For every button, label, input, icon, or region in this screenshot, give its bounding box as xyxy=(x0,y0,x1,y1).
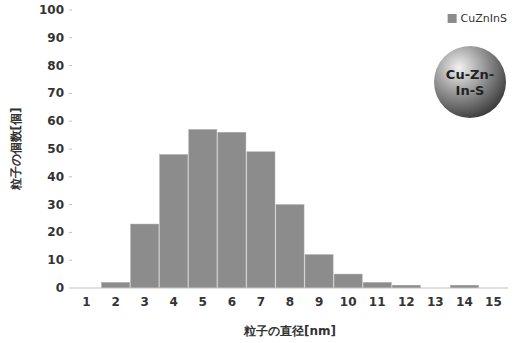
y-tick xyxy=(69,121,72,122)
bar xyxy=(160,155,188,288)
y-tick-label: 30 xyxy=(47,198,64,212)
x-tick-label: 8 xyxy=(286,295,294,309)
y-axis-title: 粒子の個数[個] xyxy=(9,108,23,192)
x-tick-label: 12 xyxy=(398,295,415,309)
x-tick-label: 11 xyxy=(369,295,386,309)
annotation-line: Cu-Zn- xyxy=(446,67,494,82)
y-tick-label: 60 xyxy=(47,114,64,128)
y-tick-label: 80 xyxy=(47,59,64,73)
x-tick-label: 1 xyxy=(82,295,90,309)
y-tick xyxy=(69,65,72,66)
annotation: Cu-Zn-In-S xyxy=(446,67,494,98)
x-tick-label: 3 xyxy=(140,295,148,309)
legend-swatch xyxy=(448,14,457,23)
y-tick xyxy=(69,204,72,205)
y-tick-label: 20 xyxy=(47,225,64,239)
x-tick-label: 6 xyxy=(228,295,236,309)
bar xyxy=(218,132,246,288)
bar xyxy=(102,282,130,288)
bar xyxy=(189,130,217,288)
bar xyxy=(131,224,159,288)
x-tick-label: 7 xyxy=(257,295,265,309)
x-tick-label: 5 xyxy=(199,295,207,309)
x-tick-label: 9 xyxy=(315,295,323,309)
bar xyxy=(305,255,333,288)
y-tick xyxy=(69,260,72,261)
x-tick-label: 15 xyxy=(485,295,502,309)
x-axis xyxy=(72,288,508,289)
legend-label: CuZnInS xyxy=(461,12,507,25)
chart: 0102030405060708090100123456789101112131… xyxy=(0,0,517,343)
y-tick-label: 50 xyxy=(47,142,64,156)
y-tick-label: 100 xyxy=(39,3,64,17)
x-tick-label: 14 xyxy=(456,295,473,309)
bar xyxy=(247,152,275,288)
bar xyxy=(363,282,391,288)
x-tick-label: 10 xyxy=(340,295,357,309)
x-tick-label: 2 xyxy=(111,295,119,309)
x-axis-title: 粒子の直径[nm] xyxy=(243,324,336,338)
y-tick xyxy=(69,10,72,11)
annotation-line: In-S xyxy=(456,83,485,98)
y-tick-label: 90 xyxy=(47,31,64,45)
bar xyxy=(334,274,362,288)
bar xyxy=(276,205,304,288)
y-tick xyxy=(69,93,72,94)
y-tick-label: 70 xyxy=(47,86,64,100)
y-tick-label: 10 xyxy=(47,253,64,267)
legend: CuZnInS xyxy=(448,12,507,25)
sphere-icon xyxy=(434,46,506,118)
y-tick xyxy=(69,176,72,177)
y-tick-label: 0 xyxy=(56,281,64,295)
bars xyxy=(102,130,479,288)
x-tick-label: 13 xyxy=(427,295,444,309)
x-tick-label: 4 xyxy=(170,295,178,309)
y-tick-label: 40 xyxy=(47,170,64,184)
y-tick xyxy=(69,288,72,289)
y-tick xyxy=(69,149,72,150)
y-tick xyxy=(69,37,72,38)
y-tick xyxy=(69,232,72,233)
